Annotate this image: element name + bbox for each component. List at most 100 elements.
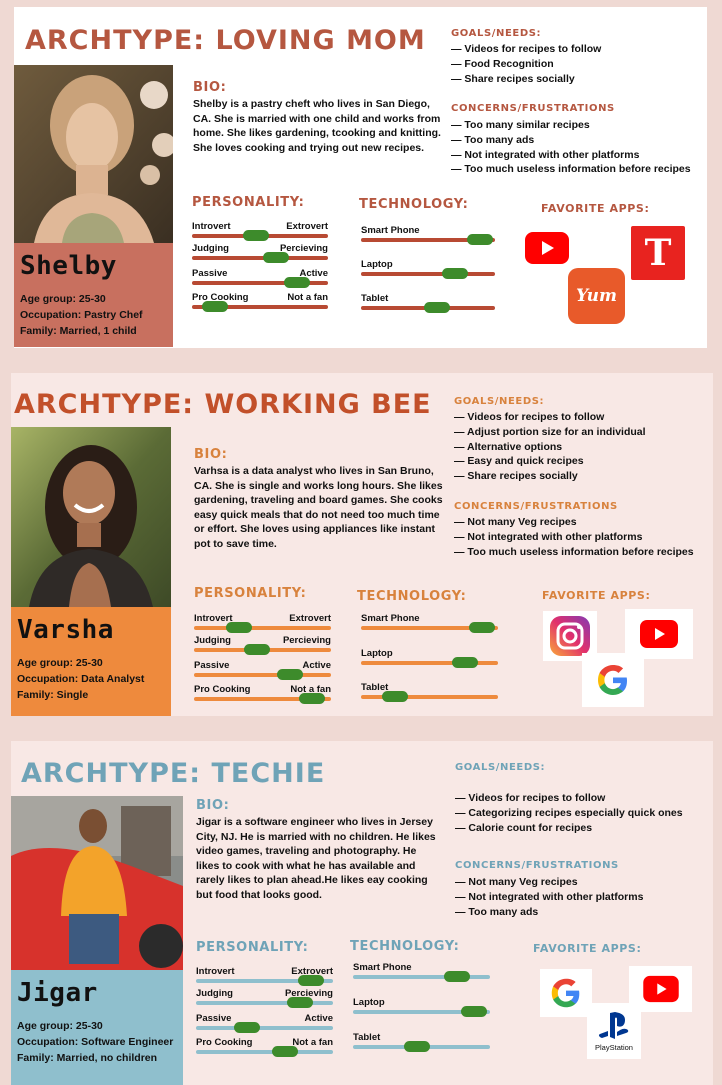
- slider-knob: [244, 644, 271, 655]
- slider-left-label: Pro Cooking: [194, 684, 251, 695]
- persona-title: ARCHTYPE: WORKING BEE: [14, 389, 432, 420]
- list-item: — Easy and quick recipes: [454, 455, 584, 468]
- list-item: — Too many ads: [451, 133, 535, 146]
- personality-slider: Introvert Extrovert: [194, 613, 331, 637]
- technology-slider: Tablet: [361, 293, 495, 317]
- bio-text: Shelby is a pastry cheft who lives in Sa…: [193, 98, 441, 154]
- persona-photo: [14, 65, 173, 243]
- list-item: — Share recipes socially: [454, 470, 578, 483]
- list-item: — Not integrated with other platforms: [455, 890, 644, 903]
- technology-heading: TECHNOLOGY:: [350, 939, 460, 954]
- persona-card-techie: ARCHTYPE: TECHIE Jigar Age group: 25-30 …: [11, 741, 713, 1085]
- playstation-icon: PlayStation: [587, 1003, 641, 1059]
- goals-list: — Videos for recipes to follow — Adjust …: [454, 410, 646, 484]
- concerns-heading: CONCERNS/FRUSTRATIONS: [454, 501, 618, 512]
- slider-knob: [404, 1041, 431, 1052]
- persona-age: Age group: 25-30: [17, 1020, 103, 1032]
- personality-slider: Pro Cooking Not a fan: [194, 684, 331, 708]
- technology-label: Laptop: [361, 259, 393, 270]
- technology-heading: TECHNOLOGY:: [357, 589, 467, 604]
- slider-knob: [298, 693, 325, 704]
- bio-text: Jigar is a software engineer who lives i…: [196, 816, 436, 901]
- personality-slider: Judging Percieving: [196, 988, 333, 1012]
- slider-knob: [441, 268, 468, 279]
- technology-slider: Laptop: [353, 997, 490, 1021]
- slider-knob: [287, 997, 314, 1008]
- personality-slider: Introvert Extrovert: [196, 966, 333, 990]
- slider-left-label: Introvert: [194, 613, 233, 624]
- list-item: — Too many similar recipes: [451, 119, 590, 131]
- slider-left-label: Passive: [196, 1013, 232, 1024]
- persona-name: Shelby: [20, 251, 117, 281]
- goals-list: — Videos for recipes to follow — Categor…: [455, 791, 683, 835]
- persona-occupation: Occupation: Data Analyst: [17, 673, 145, 685]
- personality-slider: Introvert Extrovert: [192, 221, 328, 245]
- slider-right-label: Extrovert: [286, 221, 328, 232]
- slider-knob: [452, 657, 479, 668]
- technology-slider: Laptop: [361, 259, 495, 283]
- technology-label: Laptop: [353, 997, 385, 1008]
- yum-icon: Yum: [568, 268, 625, 324]
- google-icon: [540, 969, 592, 1017]
- instagram-icon: [543, 611, 597, 661]
- slider-knob: [298, 975, 325, 986]
- personality-heading: PERSONALITY:: [196, 940, 309, 955]
- slider-knob: [382, 691, 409, 702]
- technology-label: Smart Phone: [361, 225, 420, 236]
- persona-card-working-bee: ARCHTYPE: WORKING BEE Varsha Age group: …: [11, 373, 713, 716]
- slider-right-label: Active: [304, 1013, 333, 1024]
- slider-track: [196, 1050, 333, 1054]
- slider-knob: [444, 971, 471, 982]
- slider-track: [361, 661, 498, 665]
- persona-title: ARCHTYPE: TECHIE: [21, 758, 326, 789]
- slider-track: [194, 673, 331, 677]
- slider-left-label: Judging: [194, 635, 231, 646]
- slider-left-label: Introvert: [192, 221, 231, 232]
- technology-slider: Tablet: [361, 682, 498, 706]
- personality-slider: Judging Percieving: [194, 635, 331, 659]
- slider-knob: [202, 301, 229, 312]
- concerns-heading: CONCERNS/FRUSTRATIONS: [455, 860, 619, 871]
- slider-left-label: Pro Cooking: [192, 292, 249, 303]
- goals-heading: GOALS/NEEDS:: [455, 762, 546, 773]
- slider-track: [196, 979, 333, 983]
- slider-left-label: Passive: [192, 268, 228, 279]
- personality-slider: Judging Percieving: [192, 243, 328, 267]
- slider-track: [361, 272, 495, 276]
- technology-slider: Smart Phone: [361, 613, 498, 637]
- slider-left-label: Pro Cooking: [196, 1037, 253, 1048]
- technology-label: Tablet: [361, 682, 389, 693]
- slider-track: [192, 256, 328, 260]
- technology-label: Smart Phone: [361, 613, 420, 624]
- slider-knob: [468, 622, 495, 633]
- youtube-icon: [629, 966, 692, 1012]
- technology-slider: Smart Phone: [361, 225, 495, 249]
- slider-track: [353, 975, 490, 979]
- slider-left-label: Introvert: [196, 966, 235, 977]
- slider-right-label: Extrovert: [289, 613, 331, 624]
- slider-track: [194, 626, 331, 630]
- technology-slider: Smart Phone: [353, 962, 490, 986]
- list-item: — Videos for recipes to follow: [451, 43, 602, 55]
- apps-heading: FAVORITE APPS:: [533, 942, 642, 955]
- persona-title: ARCHTYPE: LOVING MOM: [25, 25, 426, 56]
- slider-right-label: Extrovert: [291, 966, 333, 977]
- slider-track: [361, 626, 498, 630]
- slider-left-label: Judging: [192, 243, 229, 254]
- list-item: — Categorizing recipes especially quick …: [455, 806, 683, 819]
- google-icon: [582, 653, 644, 707]
- personality-slider: Passive Active: [194, 660, 331, 684]
- slider-right-label: Not a fan: [292, 1037, 333, 1048]
- bio-text: Varhsa is a data analyst who lives in Sa…: [194, 465, 443, 550]
- slider-knob: [226, 622, 253, 633]
- list-item: — Not many Veg recipes: [455, 876, 578, 888]
- technology-label: Tablet: [353, 1032, 381, 1043]
- list-item: — Food Recognition: [451, 57, 554, 70]
- slider-right-label: Not a fan: [290, 684, 331, 695]
- list-item: — Videos for recipes to follow: [455, 792, 606, 804]
- slider-track: [196, 1026, 333, 1030]
- bio-heading: BIO:: [193, 80, 227, 95]
- technology-label: Laptop: [361, 648, 393, 659]
- slider-knob: [242, 230, 269, 241]
- slider-track: [361, 238, 495, 242]
